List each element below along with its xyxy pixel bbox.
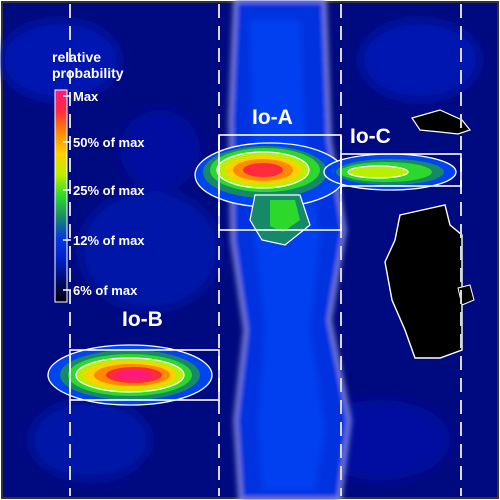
region-labels: Io-A Io-B Io-C <box>122 106 391 331</box>
colorbar-tick-label: Max <box>73 89 99 104</box>
region-box-io-c <box>340 153 462 187</box>
colorbar: relative probability Max 50% of max 25% of… <box>52 49 145 303</box>
region-boxes <box>69 134 462 401</box>
colorbar-tick-label: 6% of max <box>73 283 138 298</box>
colorbar-tick-label: 50% of max <box>73 135 145 150</box>
colorbar-bar <box>54 89 68 303</box>
central-band <box>229 0 351 500</box>
dashed-lines <box>69 4 462 496</box>
hotspot-io-c <box>323 153 457 191</box>
colorbar-title-line-2: probability <box>52 65 124 81</box>
region-label-io-a: Io-A <box>252 106 293 129</box>
low-probability-region <box>384 109 475 359</box>
region-label-io-c: Io-C <box>350 125 391 148</box>
density-field <box>0 0 480 500</box>
region-box-io-b <box>69 349 220 401</box>
colorbar-tick-label: 12% of max <box>73 233 145 248</box>
colorbar-title-line-1: relative <box>52 49 101 65</box>
hotspot-io-b <box>47 344 213 406</box>
background-mottling <box>0 20 480 480</box>
colorbar-tick-label: 25% of max <box>73 183 145 198</box>
hotspot-io-a <box>194 142 346 208</box>
io-a-stem-inner <box>270 200 300 232</box>
region-label-io-b: Io-B <box>122 308 163 331</box>
